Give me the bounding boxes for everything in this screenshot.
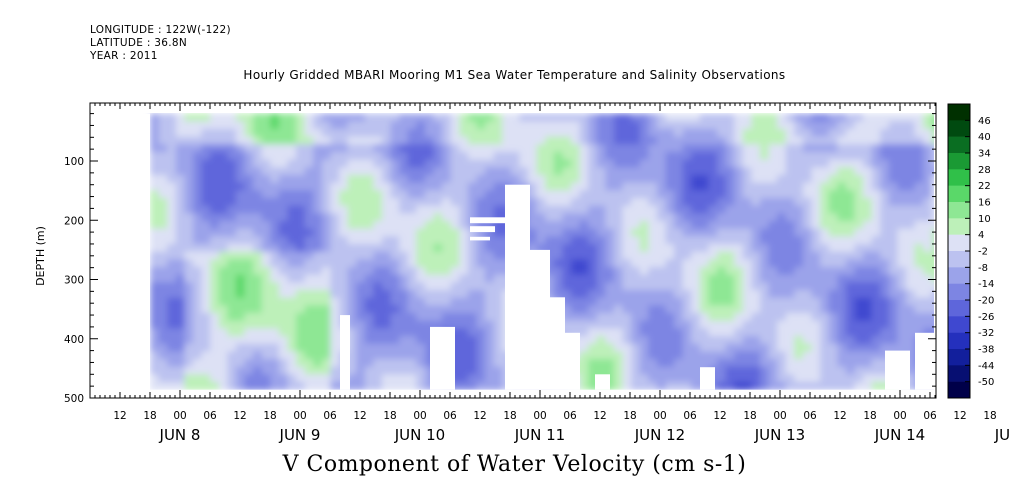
x-tick-label: 12 [833, 410, 846, 422]
x-tick-label: 18 [143, 410, 156, 422]
colorbar-tick-label: 46 [978, 116, 991, 127]
colorbar-tick-label: -2 [978, 247, 988, 258]
x-tick-label: 06 [563, 410, 577, 422]
x-tick-label: 18 [623, 410, 636, 422]
x-tick-label: 00 [653, 410, 666, 422]
x-tick-label: 00 [773, 410, 786, 422]
x-tick-label: 12 [353, 410, 366, 422]
colorbar-tick-label: 28 [978, 165, 991, 176]
colorbar-tick-label: -50 [978, 377, 994, 388]
colorbar-tick-label: 34 [978, 149, 991, 160]
x-tick-label: 06 [803, 410, 817, 422]
x-date-label: JUN 14 [874, 426, 925, 444]
x-date-label: JUN 9 [279, 426, 321, 444]
colorbar-swatch [948, 349, 970, 366]
x-tick-label: 00 [413, 410, 426, 422]
x-date-label: JUN 10 [394, 426, 445, 444]
x-tick-label: 18 [383, 410, 396, 422]
x-date-label: JUN 13 [754, 426, 805, 444]
x-tick-label: 18 [983, 410, 996, 422]
chart-title: Hourly Gridded MBARI Mooring M1 Sea Wate… [243, 68, 786, 82]
x-tick-label: 00 [533, 410, 546, 422]
colorbar-tick-label: -20 [978, 296, 994, 307]
colorbar: 46 40 34 28 22 16 10 4 -2 -8 -14 -20 -26 -32 -38 -44 -50 [947, 103, 994, 399]
colorbar-swatch [948, 136, 970, 154]
x-date-label: JUN 15 [994, 426, 1009, 444]
x-date-label: JUN 11 [514, 426, 565, 444]
colorbar-tick-label: 22 [978, 181, 991, 192]
colorbar-swatch [948, 185, 970, 203]
colorbar-tick-label: -32 [978, 328, 994, 339]
colorbar-swatch [948, 283, 970, 301]
colorbar-swatch [948, 267, 970, 284]
colorbar-swatch [948, 381, 970, 399]
x-tick-label: 12 [233, 410, 246, 422]
colorbar-swatch [948, 234, 970, 252]
x-tick-label: 12 [113, 410, 126, 422]
colorbar-swatch [948, 332, 970, 350]
colorbar-swatch [948, 218, 970, 235]
colorbar-tick-label: 40 [978, 132, 991, 143]
x-tick-label: 12 [473, 410, 486, 422]
x-axis-title: V Component of Water Velocity (cm s-1) [282, 452, 747, 477]
year-label: YEAR : 2011 [90, 50, 158, 62]
y-tick-label: 200 [64, 215, 84, 227]
x-date-label: JUN 8 [159, 426, 201, 444]
colorbar-tick-label: 16 [978, 198, 991, 209]
y-tick-label: 300 [64, 275, 84, 287]
colorbar-swatch [948, 153, 970, 170]
x-tick-label: 06 [323, 410, 337, 422]
x-tick-label: 00 [173, 410, 186, 422]
latitude-label: LATITUDE : 36.8N [90, 37, 188, 49]
x-tick-label: 12 [593, 410, 606, 422]
y-tick-label: 100 [64, 156, 84, 168]
x-tick-label: 06 [923, 410, 937, 422]
colorbar-tick-label: 10 [978, 214, 991, 225]
colorbar-swatch [948, 251, 970, 268]
x-date-label: JUN 12 [634, 426, 685, 444]
x-tick-label: 06 [443, 410, 457, 422]
colorbar-swatch [948, 120, 970, 137]
colorbar-swatch [948, 300, 970, 317]
x-tick-label: 12 [953, 410, 966, 422]
colorbar-tick-label: -26 [978, 312, 994, 323]
colorbar-tick-label: -38 [978, 345, 994, 356]
x-tick-label: 18 [503, 410, 516, 422]
missing-data-gaps [90, 113, 1009, 398]
colorbar-tick-label: -44 [978, 361, 994, 372]
x-tick-label: 06 [203, 410, 217, 422]
colorbar-swatch [948, 169, 970, 186]
x-tick-label: 18 [263, 410, 276, 422]
colorbar-swatch [948, 365, 970, 382]
x-tick-label: 00 [893, 410, 906, 422]
x-tick-label: 12 [713, 410, 726, 422]
x-tick-label: 18 [743, 410, 756, 422]
colorbar-tick-label: -14 [978, 279, 994, 290]
y-axis: 100 200 300 400 500 [64, 113, 936, 405]
x-axis: 12 18 00 06 12 18 00 06 12 18 00 06 12 18 00 06 12 18 00 06… [94, 103, 1009, 444]
x-tick-label: 06 [683, 410, 697, 422]
colorbar-tick-label: -8 [978, 263, 988, 274]
colorbar-swatch [948, 316, 970, 333]
y-axis-label: DEPTH (m) [34, 226, 47, 286]
x-tick-label: 18 [863, 410, 876, 422]
longitude-label: LONGITUDE : 122W(-122) [90, 24, 231, 36]
colorbar-swatch [948, 202, 970, 219]
y-tick-label: 400 [64, 334, 84, 346]
x-tick-label: 00 [293, 410, 306, 422]
colorbar-tick-label: 4 [978, 230, 984, 241]
y-tick-label: 500 [64, 393, 84, 405]
colorbar-swatch [948, 104, 970, 121]
